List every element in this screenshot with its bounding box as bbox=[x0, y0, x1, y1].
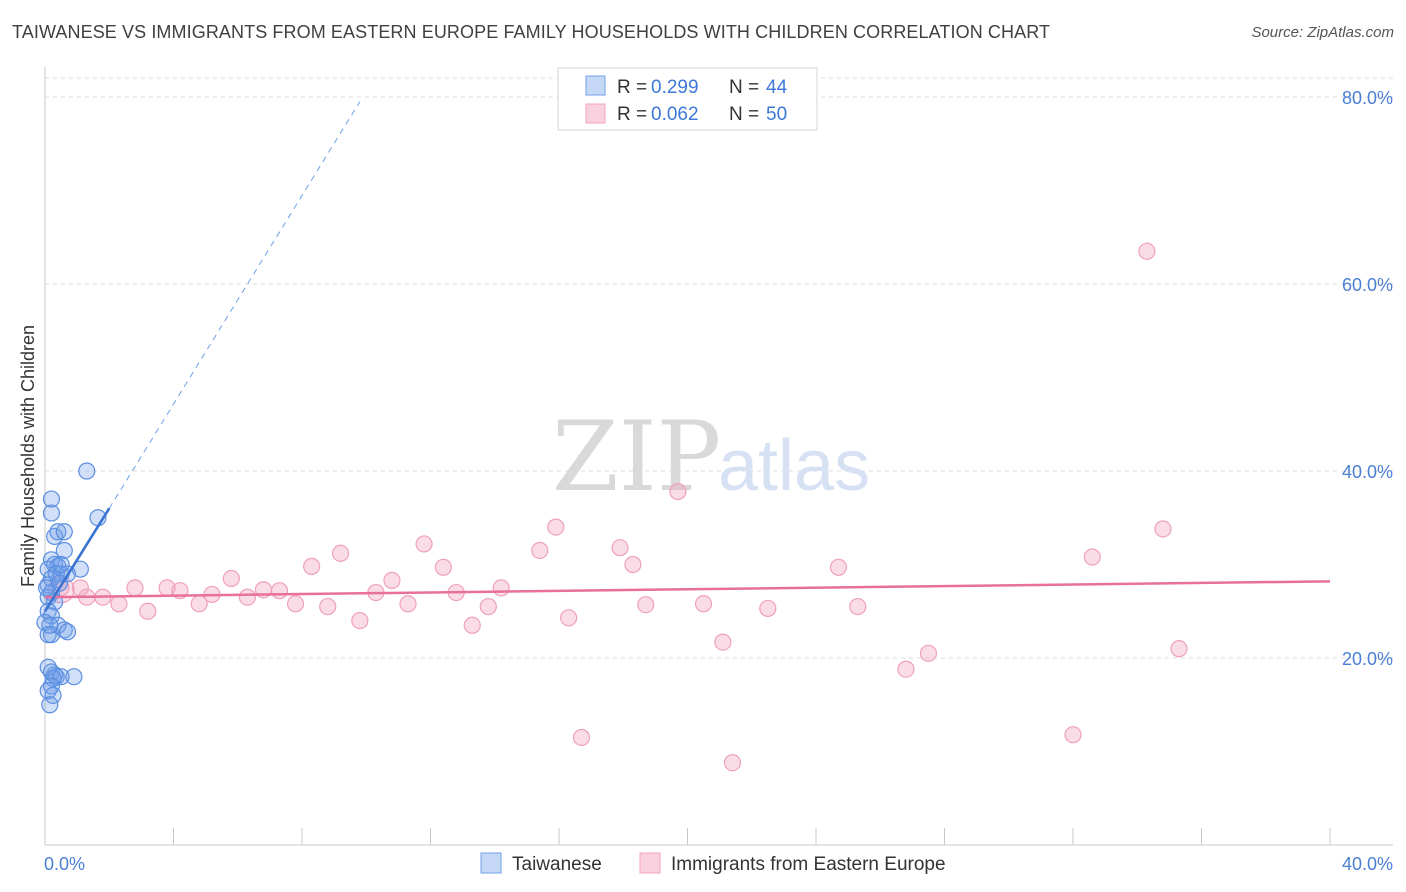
point-eastern-europe-38 bbox=[714, 633, 732, 651]
watermark-atlas: atlas bbox=[718, 426, 870, 506]
point-eastern-europe-46 bbox=[1083, 548, 1101, 566]
point-eastern-europe-11 bbox=[222, 569, 240, 588]
legend-swatch-taiwanese bbox=[480, 852, 502, 874]
trend-line-taiwanese-top bbox=[43, 507, 111, 612]
point-eastern-europe-33 bbox=[611, 539, 629, 557]
point-eastern-europe-4 bbox=[110, 595, 128, 613]
point-eastern-europe-5 bbox=[126, 579, 144, 597]
trend-line-eastern-europe bbox=[44, 580, 1331, 599]
point-taiwanese-26 bbox=[42, 663, 61, 681]
y-tick-label-2: 60.0% bbox=[1342, 275, 1393, 295]
point-eastern-europe-27 bbox=[479, 597, 497, 616]
point-eastern-europe-28 bbox=[492, 579, 510, 597]
point-taiwanese-0 bbox=[42, 490, 61, 508]
point-eastern-europe-22 bbox=[399, 595, 417, 613]
axes: 20.0% 40.0% 60.0% 80.0% 0.0% 40.0% bbox=[44, 67, 1393, 874]
stats-r-label-taiwanese: R = bbox=[617, 77, 647, 98]
point-taiwanese-43 bbox=[50, 574, 69, 592]
x-tick-label-0: 0.0% bbox=[44, 854, 85, 874]
y-axis-label: Family Households with Children bbox=[18, 325, 38, 587]
point-taiwanese-34 bbox=[39, 682, 57, 700]
point-taiwanese-23 bbox=[58, 623, 77, 641]
point-eastern-europe-34 bbox=[624, 555, 642, 574]
stats-box: R = 0.299 N = 44 R = 0.062 N = 50 bbox=[557, 67, 818, 131]
chart-source: Source: ZipAtlas.com bbox=[1251, 24, 1394, 41]
point-eastern-europe-47 bbox=[1138, 242, 1156, 260]
point-taiwanese-4 bbox=[55, 523, 73, 541]
point-taiwanese-36 bbox=[41, 696, 59, 714]
point-eastern-europe-15 bbox=[286, 595, 305, 613]
point-eastern-europe-26 bbox=[463, 616, 481, 634]
point-eastern-europe-44 bbox=[919, 644, 938, 662]
point-eastern-europe-14 bbox=[270, 582, 289, 600]
point-eastern-europe-40 bbox=[759, 599, 777, 618]
stats-r-label-eastern-europe: R = bbox=[617, 104, 647, 125]
data-points bbox=[36, 242, 1331, 772]
point-eastern-europe-17 bbox=[319, 597, 337, 616]
point-taiwanese-18 bbox=[39, 602, 57, 620]
point-eastern-europe-12 bbox=[238, 588, 256, 606]
point-taiwanese-37 bbox=[78, 462, 96, 480]
point-taiwanese-3 bbox=[49, 523, 67, 541]
grid-lines bbox=[45, 77, 1393, 659]
point-taiwanese-42 bbox=[52, 555, 70, 574]
trend-line-taiwanese-extension bbox=[108, 101, 361, 509]
y-tick-label-3: 80.0% bbox=[1342, 88, 1393, 108]
stats-swatch-eastern-europe bbox=[585, 103, 606, 124]
legend-label-taiwanese: Taiwanese bbox=[512, 854, 602, 875]
point-eastern-europe-32 bbox=[572, 728, 591, 747]
legend-label-eastern-europe: Immigrants from Eastern Europe bbox=[671, 854, 946, 875]
point-eastern-europe-30 bbox=[547, 518, 565, 536]
stats-swatch-taiwanese bbox=[585, 75, 606, 96]
stats-n-value-eastern-europe: 50 bbox=[766, 104, 787, 125]
point-eastern-europe-43 bbox=[897, 660, 915, 678]
point-eastern-europe-49 bbox=[1170, 640, 1188, 658]
point-eastern-europe-37 bbox=[694, 595, 713, 613]
point-eastern-europe-31 bbox=[560, 609, 578, 627]
chart-title: TAIWANESE VS IMMIGRANTS FROM EASTERN EUR… bbox=[12, 22, 1051, 42]
point-eastern-europe-35 bbox=[637, 596, 655, 614]
point-eastern-europe-24 bbox=[434, 558, 452, 576]
legend: Taiwanese Immigrants from Eastern Europe bbox=[480, 852, 946, 875]
point-taiwanese-2 bbox=[46, 527, 64, 546]
stats-n-label-taiwanese: N = bbox=[729, 77, 759, 98]
watermark-zip: ZIP bbox=[552, 401, 721, 513]
stats-r-value-taiwanese: 0.299 bbox=[651, 77, 699, 98]
point-taiwanese-39 bbox=[38, 579, 56, 597]
point-taiwanese-40 bbox=[47, 565, 65, 583]
point-taiwanese-31 bbox=[65, 668, 83, 686]
point-eastern-europe-19 bbox=[351, 611, 369, 630]
point-eastern-europe-41 bbox=[829, 558, 848, 576]
point-eastern-europe-23 bbox=[415, 535, 433, 553]
legend-swatch-eastern-europe bbox=[639, 852, 661, 874]
point-eastern-europe-16 bbox=[303, 557, 321, 575]
point-eastern-europe-21 bbox=[383, 571, 401, 589]
point-eastern-europe-29 bbox=[531, 541, 549, 560]
y-tick-label-1: 40.0% bbox=[1342, 462, 1393, 482]
stats-n-value-taiwanese: 44 bbox=[766, 77, 788, 98]
point-eastern-europe-18 bbox=[331, 544, 350, 562]
point-taiwanese-5 bbox=[55, 541, 73, 560]
point-taiwanese-35 bbox=[44, 686, 62, 705]
watermark: ZIP atlas bbox=[552, 401, 870, 513]
point-taiwanese-32 bbox=[39, 658, 57, 676]
point-eastern-europe-39 bbox=[723, 754, 742, 772]
point-eastern-europe-48 bbox=[1154, 520, 1172, 538]
point-taiwanese-41 bbox=[41, 616, 59, 634]
point-taiwanese-1 bbox=[42, 504, 61, 522]
stats-n-label-eastern-europe: N = bbox=[729, 104, 759, 125]
x-tick-label-1: 40.0% bbox=[1342, 854, 1393, 874]
point-eastern-europe-36 bbox=[669, 482, 687, 501]
point-eastern-europe-6 bbox=[139, 602, 157, 620]
point-eastern-europe-45 bbox=[1064, 726, 1082, 744]
y-tick-label-0: 20.0% bbox=[1342, 649, 1393, 669]
point-eastern-europe-42 bbox=[849, 597, 867, 616]
stats-r-value-eastern-europe: 0.062 bbox=[651, 104, 699, 125]
